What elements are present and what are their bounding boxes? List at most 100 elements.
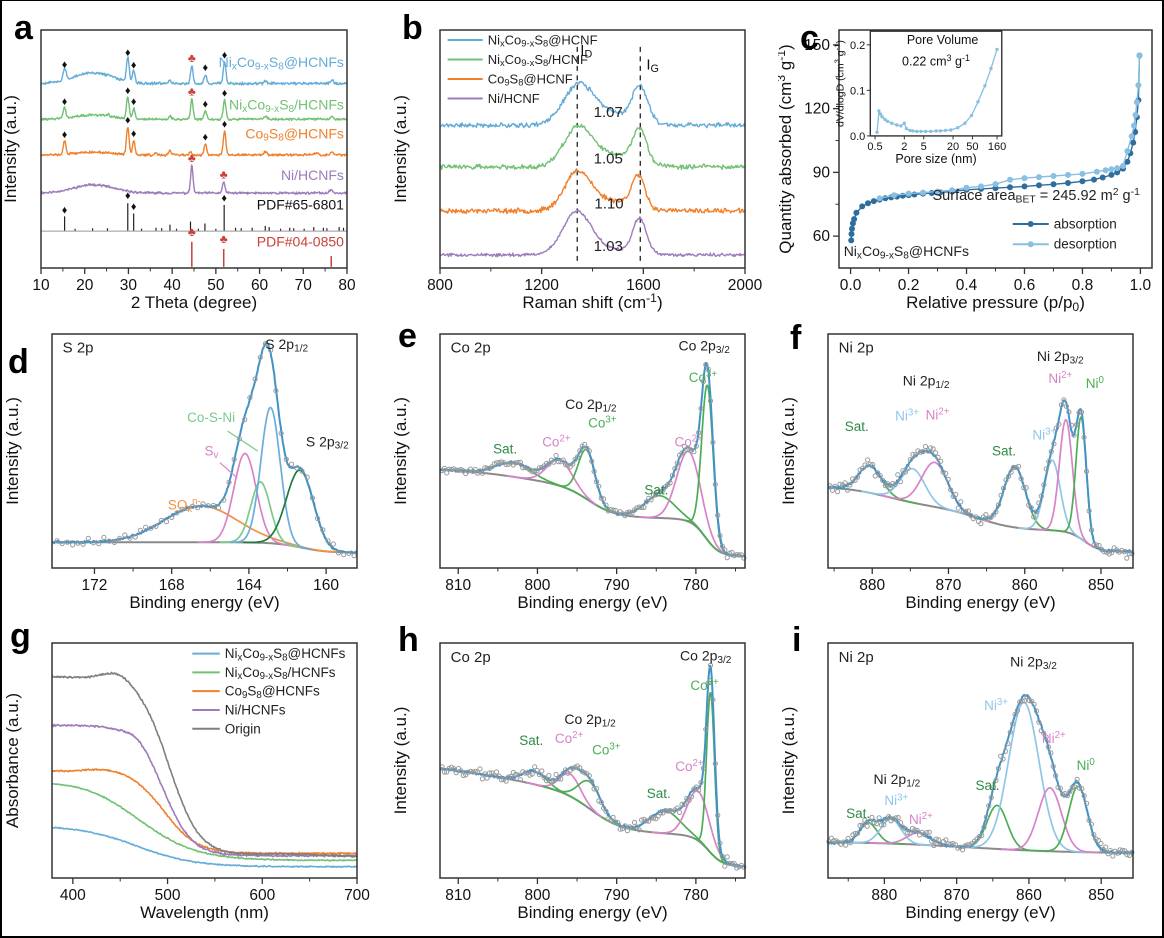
annotation: Co 2p xyxy=(451,649,491,666)
data-point xyxy=(1036,719,1042,725)
svg-text:5: 5 xyxy=(921,141,927,153)
peak-marker-icon: ♣ xyxy=(188,51,196,65)
data-point xyxy=(122,532,128,538)
y-tick-label: 120 xyxy=(804,101,830,118)
isotherm-point xyxy=(1108,166,1115,173)
x-tick-label: 600 xyxy=(249,887,275,904)
data-point xyxy=(658,488,664,495)
panel-f-chart: Ni 2p Ni 2p3/2 Ni2+ Ni0 Ni3+ Sat. Ni 2p1/2 Ni3+… xyxy=(779,333,1135,612)
data-point xyxy=(484,775,490,781)
legend-label: desorption xyxy=(1054,237,1117,252)
fit-envelope xyxy=(827,399,1134,554)
y-axis-label: Intensity (a.u.) xyxy=(779,397,798,505)
data-point xyxy=(524,465,531,471)
data-point xyxy=(1050,763,1056,769)
y-axis-label: Intensity (a.u.) xyxy=(2,95,20,203)
x-tick-label: 0.6 xyxy=(1014,277,1036,294)
data-point xyxy=(1105,851,1111,857)
isotherm-point xyxy=(865,200,871,207)
data-point xyxy=(707,398,714,404)
data-point xyxy=(1071,432,1077,438)
data-point xyxy=(940,469,946,475)
data-point xyxy=(693,443,699,449)
y-tick-label: 150 xyxy=(804,37,830,54)
isotherm-point xyxy=(1007,176,1013,183)
data-point xyxy=(563,462,569,468)
x-tick-label: 50 xyxy=(207,277,225,294)
data-point xyxy=(544,778,550,784)
x-tick-label: 168 xyxy=(159,577,185,594)
data-point xyxy=(983,512,989,518)
peak-marker-icon: ♣ xyxy=(188,151,196,165)
fit-component xyxy=(693,692,728,865)
data-point xyxy=(1017,699,1023,705)
data-point xyxy=(1076,410,1082,416)
data-point xyxy=(1111,545,1117,551)
data-point xyxy=(988,514,994,520)
data-point xyxy=(1110,853,1116,859)
data-point xyxy=(1076,785,1082,791)
data-point xyxy=(80,541,86,547)
y-axis-label: Intensity (a.u.) xyxy=(779,707,798,815)
annotation: NixCo9-xS8/HCNFs xyxy=(229,97,344,115)
data-point xyxy=(1096,542,1102,549)
panel-label-d: d xyxy=(8,343,29,381)
peak-marker-icon: ♦ xyxy=(62,204,68,216)
data-point xyxy=(460,772,467,779)
data-point xyxy=(593,479,600,485)
data-point xyxy=(456,765,462,772)
data-point xyxy=(890,480,896,487)
isotherm-point xyxy=(853,209,860,216)
annotation: Ni3+ xyxy=(1032,426,1056,442)
data-point xyxy=(929,838,935,844)
data-point xyxy=(446,466,452,472)
x-tick-label: 400 xyxy=(60,887,86,904)
curve xyxy=(439,209,746,258)
fit-component xyxy=(551,448,622,516)
data-point xyxy=(724,555,730,561)
annotation: ID xyxy=(580,42,592,61)
data-point xyxy=(1018,476,1024,482)
data-point xyxy=(1086,508,1092,514)
isotherm-point xyxy=(1132,112,1139,118)
data-point xyxy=(1022,698,1028,704)
x-tick-label: 780 xyxy=(683,577,709,594)
data-point xyxy=(1081,434,1087,440)
data-point xyxy=(231,456,237,462)
panel-g-content: NixCo9-xS8@HCNFs NixCo9-xS8/HCNFs Co9S8@HC… xyxy=(3,642,370,922)
data-point xyxy=(688,447,695,453)
x-tick-label: 0.4 xyxy=(956,277,978,294)
data-point xyxy=(522,464,528,470)
peak-marker-icon: ♦ xyxy=(203,132,209,144)
annotation: 1.05 xyxy=(594,150,623,167)
data-point xyxy=(895,814,901,821)
data-point xyxy=(294,465,300,471)
annotation: Co 2p1/2 xyxy=(565,396,617,414)
isotherm-point xyxy=(1065,180,1071,186)
data-point xyxy=(309,495,315,501)
data-point xyxy=(1122,848,1128,854)
panel-b-content: ID IG 1.07 1.05 1.10 1.03 NixCo9-xS8@HCNF NixCo… xyxy=(391,29,763,312)
data-point xyxy=(555,459,561,465)
annotation: Sat. xyxy=(975,778,999,793)
isotherm-point xyxy=(1128,133,1135,140)
peak-marker-icon: ♦ xyxy=(125,190,131,202)
data-point xyxy=(990,512,997,518)
panel-a-chart: ♦♦♦ ♦♦♦♦♦ ♦♦♦♦♦ ♦♦♦♦♦♦♣♣♣♣♣♣NixCo9-xS8@HCNF… xyxy=(2,29,356,312)
annotation: Ni 2p1/2 xyxy=(903,372,950,390)
data-point xyxy=(950,493,956,499)
data-point xyxy=(477,766,483,772)
panel-label-a: a xyxy=(14,9,33,47)
data-point xyxy=(845,835,851,842)
isotherm-point xyxy=(1132,129,1139,135)
data-point xyxy=(724,854,730,860)
data-point xyxy=(981,824,987,830)
peak-marker-icon: ♣ xyxy=(220,232,228,246)
data-point xyxy=(938,458,944,464)
data-point xyxy=(174,510,180,516)
x-tick-label: 860 xyxy=(1016,887,1042,904)
data-point xyxy=(617,826,623,832)
isotherm-point xyxy=(1091,176,1097,183)
curve xyxy=(51,671,358,858)
data-point xyxy=(320,527,326,533)
